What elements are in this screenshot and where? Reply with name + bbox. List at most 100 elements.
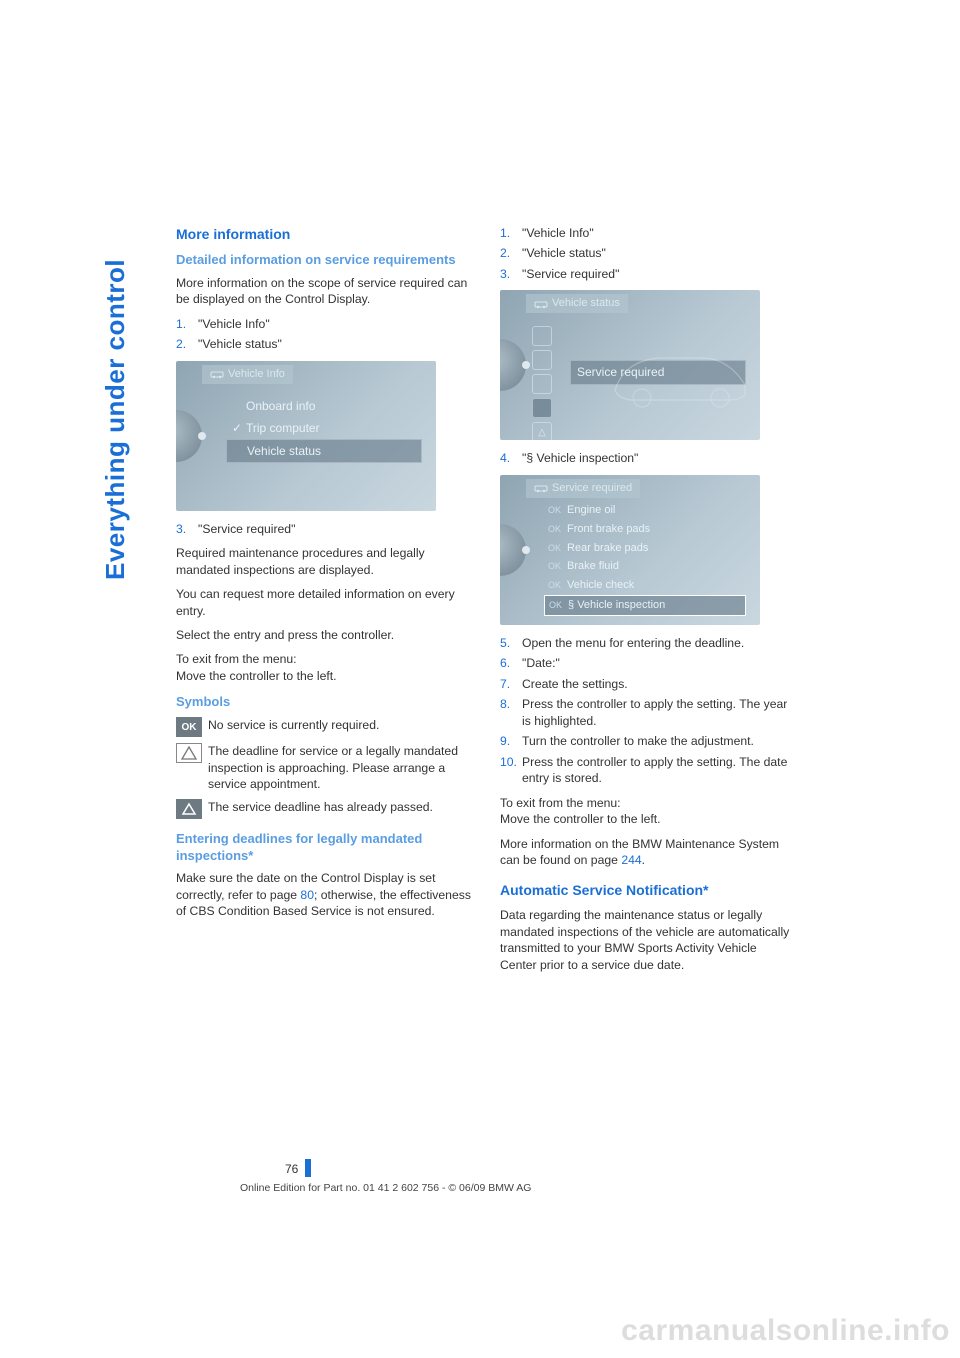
- step-number: 4.: [500, 450, 520, 466]
- exit-line2: Move the controller to the left.: [176, 669, 337, 683]
- screenshot-service-required: Service required OK Engine oil OK Front br…: [500, 475, 760, 625]
- menu-row-label: Trip computer: [246, 421, 320, 435]
- step-text: "Vehicle status": [522, 246, 606, 260]
- step-number: 3.: [176, 521, 196, 537]
- service-label: Brake fluid: [567, 560, 619, 572]
- symbol-text: No service is currently required.: [208, 717, 472, 733]
- list-item: 8.Press the controller to apply the sett…: [500, 696, 796, 729]
- list-item: 5.Open the menu for entering the deadlin…: [500, 635, 796, 651]
- status-ok: OK: [548, 524, 561, 534]
- para-more-info: More information on the scope of service…: [176, 275, 472, 308]
- service-row-selected: OK§ Vehicle inspection: [544, 595, 746, 616]
- step-number: 9.: [500, 733, 520, 749]
- list-item: 1."Vehicle Info": [176, 316, 472, 332]
- symbol-row-ok: OK No service is currently required.: [176, 717, 472, 737]
- list-item: 3."Service required": [500, 266, 796, 282]
- side-icon-selected: [532, 398, 552, 418]
- para-cbs: Make sure the date on the Control Displa…: [176, 870, 472, 919]
- page-link-80[interactable]: 80: [300, 888, 314, 902]
- para-request: You can request more detailed informatio…: [176, 586, 472, 619]
- status-ok: OK: [549, 600, 562, 610]
- menu-row: ✓Trip computer: [226, 417, 422, 439]
- status-ok: OK: [548, 543, 561, 553]
- screenshot-tab-label: Service required: [552, 482, 632, 494]
- para-exit-right: To exit from the menu: Move the controll…: [500, 795, 796, 828]
- service-list: OK Engine oil OK Front brake pads OK Rear b…: [544, 501, 746, 616]
- list-item: 10.Press the controller to apply the set…: [500, 754, 796, 787]
- step-text: "Service required": [198, 522, 295, 536]
- service-label: Rear brake pads: [567, 542, 648, 554]
- exit-line2: Move the controller to the left.: [500, 812, 661, 826]
- triangle-outline-icon: [176, 743, 202, 763]
- para-maintenance: More information on the BMW Maintenance …: [500, 836, 796, 869]
- step-text: "Date:": [522, 656, 560, 670]
- screenshot-vehicle-status: Vehicle status △ Service required: [500, 290, 760, 440]
- side-icon: [532, 350, 552, 370]
- service-label: Vehicle check: [567, 579, 634, 591]
- controller-knob-dot: [198, 432, 206, 440]
- menu-row-label: Vehicle status: [247, 444, 321, 458]
- car-outline-graphic: [610, 340, 750, 410]
- page-link-244[interactable]: 244: [621, 853, 641, 867]
- screenshot-tab: Vehicle Info: [202, 365, 293, 384]
- step-number: 1.: [500, 225, 520, 241]
- screenshot-vehicle-info-menu: Vehicle Info Onboard info ✓Trip computer…: [176, 361, 436, 511]
- status-ok: OK: [548, 505, 561, 515]
- steps-list-a: 1."Vehicle Info" 2."Vehicle status": [176, 316, 472, 353]
- step-text: "Vehicle status": [198, 337, 282, 351]
- step-text: "§ Vehicle inspection": [522, 451, 638, 465]
- side-icon: △: [532, 422, 552, 440]
- car-icon: [534, 299, 548, 309]
- step-text: Press the controller to apply the settin…: [522, 697, 787, 727]
- steps-list-c: 5.Open the menu for entering the deadlin…: [500, 635, 796, 787]
- menu-row-label: Onboard info: [246, 399, 315, 413]
- para-select: Select the entry and press the controlle…: [176, 627, 472, 643]
- service-label: Front brake pads: [567, 523, 650, 535]
- step-number: 5.: [500, 635, 520, 651]
- service-label: Engine oil: [567, 504, 615, 516]
- step-number: 2.: [500, 245, 520, 261]
- list-item: 1."Vehicle Info": [500, 225, 796, 241]
- step-number: 3.: [500, 266, 520, 282]
- left-column: More information Detailed information on…: [176, 225, 472, 981]
- footer-text: Online Edition for Part no. 01 41 2 602 …: [240, 1182, 531, 1194]
- right-column: 1."Vehicle Info" 2."Vehicle status" 3."S…: [500, 225, 796, 981]
- list-item: 3."Service required": [176, 521, 472, 537]
- screenshot-tab: Vehicle status: [526, 294, 628, 313]
- list-item: 9.Turn the controller to make the adjust…: [500, 733, 796, 749]
- list-item: 4."§ Vehicle inspection": [500, 450, 796, 466]
- exit-line1: To exit from the menu:: [500, 796, 621, 810]
- subhead-entering-deadlines: Entering deadlines for legally mandated …: [176, 831, 472, 865]
- screenshot-tab-label: Vehicle Info: [228, 368, 285, 380]
- symbol-text: The deadline for service or a legally ma…: [208, 743, 472, 792]
- step-text: Create the settings.: [522, 677, 628, 691]
- controller-knob-dot: [522, 546, 530, 554]
- page-number-bar: [305, 1159, 311, 1177]
- steps-list-a-cont: 3."Service required": [176, 521, 472, 537]
- step-number: 1.: [176, 316, 196, 332]
- step-text: Open the menu for entering the deadline.: [522, 636, 744, 650]
- screenshot-tab: Service required: [526, 479, 640, 498]
- subhead-detailed-info: Detailed information on service requirem…: [176, 252, 472, 269]
- service-row: OK Brake fluid: [544, 557, 746, 576]
- list-item: 2."Vehicle status": [500, 245, 796, 261]
- service-row: OK Rear brake pads: [544, 539, 746, 558]
- heading-more-information: More information: [176, 225, 472, 244]
- status-ok: OK: [548, 580, 561, 590]
- para-required: Required maintenance procedures and lega…: [176, 545, 472, 578]
- step-text: "Service required": [522, 267, 619, 281]
- controller-knob-dot: [522, 361, 530, 369]
- screenshot-menu: Onboard info ✓Trip computer Vehicle stat…: [226, 395, 422, 464]
- service-row: OK Vehicle check: [544, 576, 746, 595]
- status-ok: OK: [548, 561, 561, 571]
- list-item: 6."Date:": [500, 655, 796, 671]
- service-row: OK Engine oil: [544, 501, 746, 520]
- symbol-row-passed: The service deadline has already passed.: [176, 799, 472, 819]
- step-text: Press the controller to apply the settin…: [522, 755, 787, 785]
- service-row: OK Front brake pads: [544, 520, 746, 539]
- side-icon: [532, 374, 552, 394]
- symbol-text: The service deadline has already passed.: [208, 799, 472, 815]
- side-icon: [532, 326, 552, 346]
- step-number: 2.: [176, 336, 196, 352]
- section-side-tab: Everything under control: [100, 220, 140, 580]
